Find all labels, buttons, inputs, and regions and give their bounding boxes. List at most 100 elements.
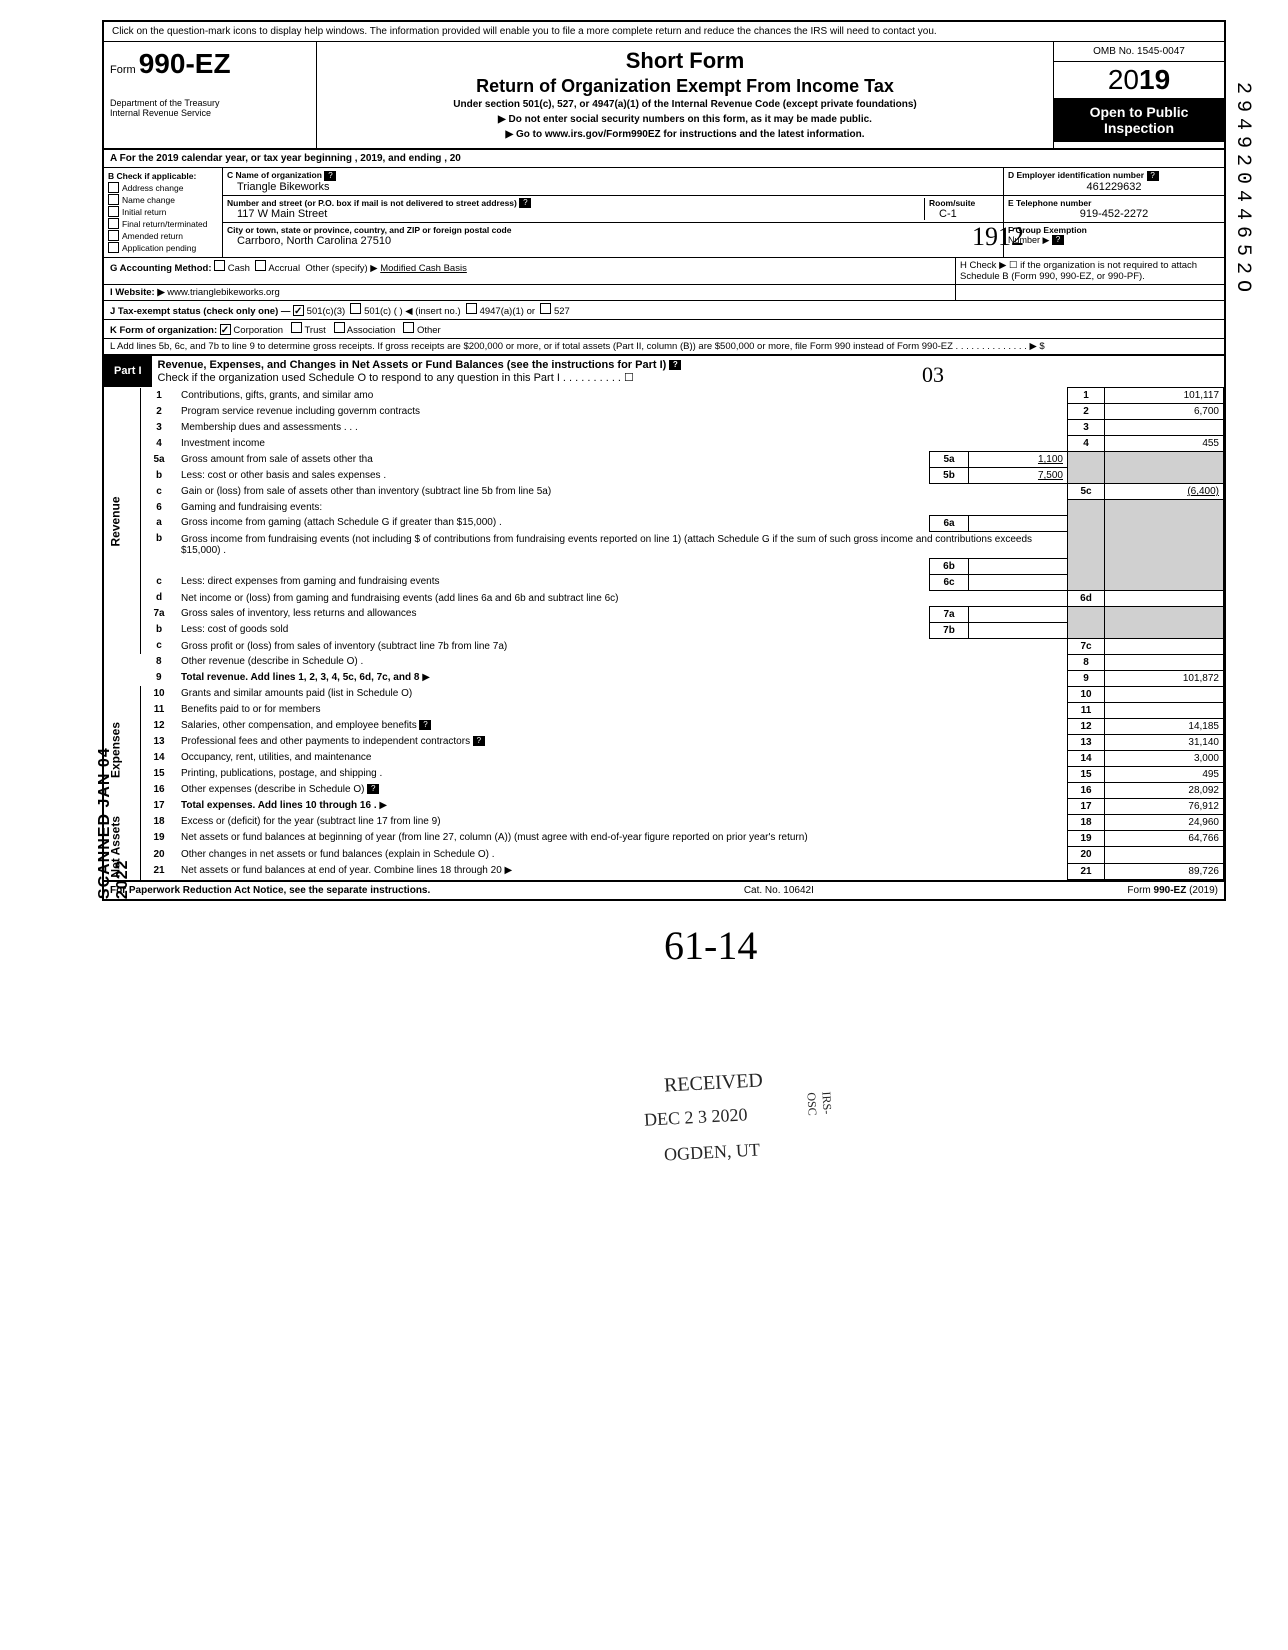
open-public-1: Open to Public: [1058, 104, 1220, 120]
lbl-corporation: Corporation: [233, 325, 283, 336]
form-number-cell: Form 990-EZ Department of the Treasury I…: [104, 42, 317, 148]
line6d-val: [1105, 590, 1224, 606]
dept-treasury: Department of the Treasury: [110, 98, 310, 108]
line15-val: 495: [1105, 766, 1224, 782]
footer-form: Form 990-EZ (2019): [1127, 885, 1218, 896]
cb-501c[interactable]: [350, 303, 361, 314]
e-phone-label: E Telephone number: [1008, 198, 1091, 208]
line2-val: 6,700: [1105, 404, 1224, 420]
cb-501c3[interactable]: [293, 305, 304, 316]
lbl-other-specify: Other (specify) ▶: [305, 263, 377, 274]
cb-address-change[interactable]: [108, 182, 119, 193]
line17-val: 76,912: [1105, 798, 1224, 814]
stamp-received: RECEIVED: [663, 1069, 763, 1097]
row-k: K Form of organization: Corporation Trus…: [104, 320, 1224, 339]
line7c-desc: Gross profit or (loss) from sales of inv…: [181, 641, 507, 652]
line5c-desc: Gain or (loss) from sale of assets other…: [181, 486, 551, 497]
line13-desc: Professional fees and other payments to …: [181, 736, 470, 747]
city-state-zip: Carrboro, North Carolina 27510: [227, 235, 391, 247]
cb-cash[interactable]: [214, 260, 225, 271]
help-icon[interactable]: ?: [1147, 171, 1159, 181]
room-suite: C-1: [929, 208, 957, 220]
cb-corporation[interactable]: [220, 324, 231, 335]
footer: For Paperwork Reduction Act Notice, see …: [104, 880, 1224, 899]
line18-desc: Excess or (deficit) for the year (subtra…: [181, 816, 441, 827]
cb-amended[interactable]: [108, 230, 119, 241]
help-icon[interactable]: ?: [324, 171, 336, 181]
d-ein-label: D Employer identification number: [1008, 170, 1144, 180]
cb-final-return[interactable]: [108, 218, 119, 229]
line6a-desc: Gross income from gaming (attach Schedul…: [181, 517, 502, 528]
ssn-warning: ▶ Do not enter social security numbers o…: [321, 114, 1049, 125]
lbl-address-change: Address change: [122, 183, 183, 193]
lbl-527: 527: [554, 306, 570, 317]
line20-desc: Other changes in net assets or fund bala…: [181, 849, 495, 860]
line6b-desc: Gross income from fundraising events (no…: [181, 534, 1032, 556]
line5a-sub: 1,100: [969, 452, 1068, 468]
line9-desc: Total revenue. Add lines 1, 2, 3, 4, 5c,…: [181, 672, 419, 683]
cb-name-change[interactable]: [108, 194, 119, 205]
cb-trust[interactable]: [291, 322, 302, 333]
col-cd: C Name of organization ? Triangle Bikewo…: [223, 168, 1224, 257]
help-icon[interactable]: ?: [519, 198, 531, 208]
lbl-final-return: Final return/terminated: [122, 219, 208, 229]
help-icon[interactable]: ?: [367, 784, 379, 794]
cb-other-org[interactable]: [403, 322, 414, 333]
section-net-assets: Net Assets: [104, 814, 141, 880]
cb-527[interactable]: [540, 303, 551, 314]
goto-url: ▶ Go to www.irs.gov/Form990EZ for instru…: [321, 129, 1049, 140]
lines-table: Revenue 1Contributions, gifts, grants, a…: [104, 387, 1224, 880]
entity-grid: B Check if applicable: Address change Na…: [104, 168, 1224, 258]
section-revenue: Revenue: [104, 388, 141, 655]
lbl-amended: Amended return: [122, 231, 183, 241]
part1-check: Check if the organization used Schedule …: [158, 372, 634, 384]
help-icon[interactable]: ?: [1052, 235, 1064, 245]
help-icon[interactable]: ?: [419, 720, 431, 730]
line14-val: 3,000: [1105, 750, 1224, 766]
handwritten-1912: 1912: [972, 222, 1024, 252]
line6c-desc: Less: direct expenses from gaming and fu…: [181, 576, 439, 587]
form-page: 29492044652O SCANNED JAN 04 2022 Click o…: [102, 20, 1226, 901]
line3-val: [1105, 420, 1224, 436]
line21-desc: Net assets or fund balances at end of ye…: [181, 865, 502, 876]
year-prefix: 20: [1108, 64, 1139, 95]
part1-desc: Revenue, Expenses, and Changes in Net As…: [158, 359, 667, 371]
year-bold: 19: [1139, 64, 1170, 95]
line2-desc: Program service revenue including govern…: [181, 406, 420, 417]
help-icon[interactable]: ?: [669, 360, 681, 370]
cb-accrual[interactable]: [255, 260, 266, 271]
accounting-other-val: Modified Cash Basis: [380, 263, 467, 274]
line1-desc: Contributions, gifts, grants, and simila…: [181, 390, 373, 401]
dept-irs: Internal Revenue Service: [110, 108, 310, 118]
room-label: Room/suite: [929, 198, 975, 208]
g-label: G Accounting Method:: [110, 263, 212, 274]
cb-association[interactable]: [334, 322, 345, 333]
row-i: I Website: ▶ www.trianglebikeworks.org: [104, 285, 1224, 301]
lbl-initial-return: Initial return: [122, 207, 166, 217]
form-prefix: Form: [110, 64, 136, 76]
line8-desc: Other revenue (describe in Schedule O) .: [181, 656, 363, 667]
title-short-form: Short Form: [321, 48, 1049, 74]
handwritten-03: 03: [922, 362, 944, 388]
title-return: Return of Organization Exempt From Incom…: [321, 76, 1049, 97]
row-g: G Accounting Method: Cash Accrual Other …: [104, 258, 1224, 285]
line4-val: 455: [1105, 436, 1224, 452]
h-schedule-b: H Check ▶ ☐ if the organization is not r…: [955, 258, 1224, 284]
form-number: 990-EZ: [139, 48, 231, 79]
line5b-desc: Less: cost or other basis and sales expe…: [181, 470, 386, 481]
open-public-2: Inspection: [1058, 120, 1220, 136]
c-label: C Name of organization: [227, 170, 322, 180]
cb-4947[interactable]: [466, 303, 477, 314]
lbl-pending: Application pending: [122, 243, 196, 253]
k-label: K Form of organization:: [110, 325, 217, 336]
line19-val: 64,766: [1105, 830, 1224, 846]
cb-initial-return[interactable]: [108, 206, 119, 217]
right-info-block: D Employer identification number ? 46122…: [1004, 168, 1224, 257]
line10-desc: Grants and similar amounts paid (list in…: [181, 688, 412, 699]
line5a-desc: Gross amount from sale of assets other t…: [181, 454, 373, 465]
cb-pending[interactable]: [108, 242, 119, 253]
line5c-val: (6,400): [1105, 484, 1224, 500]
help-icon[interactable]: ?: [473, 736, 485, 746]
stamp-date: DEC 2 3 2020: [644, 1104, 748, 1130]
line18-val: 24,960: [1105, 814, 1224, 830]
